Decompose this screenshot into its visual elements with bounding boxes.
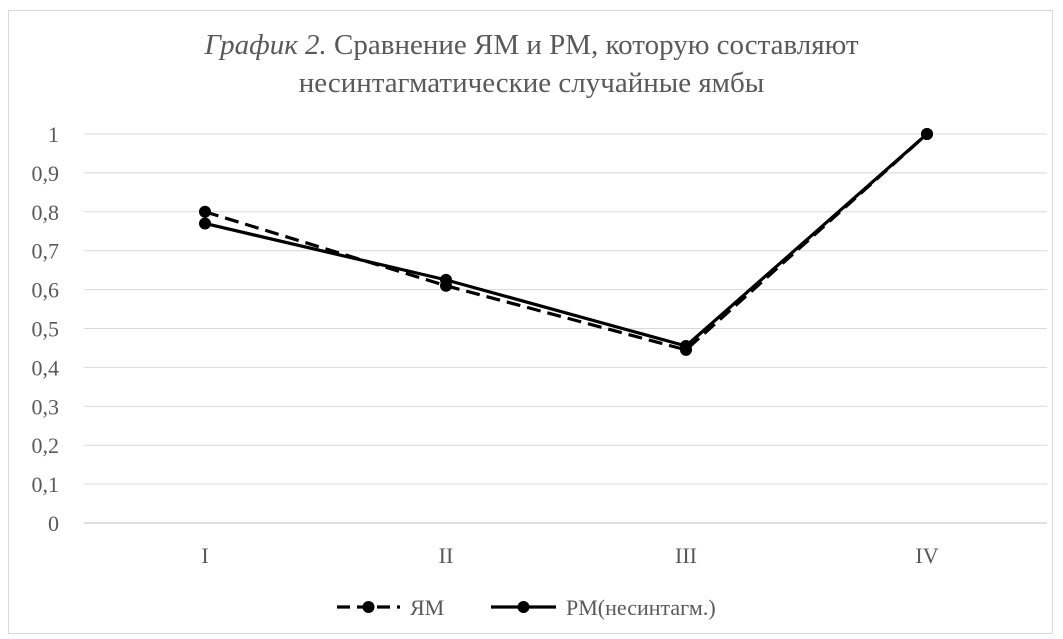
- chart-title-lead: График 2.: [204, 29, 327, 61]
- series-2-point: [921, 128, 933, 140]
- legend-swatch-marker: [362, 601, 375, 613]
- legend-item-2: РМ(несинтагм.): [491, 595, 716, 620]
- series-line-2: [204, 132, 929, 348]
- y-tick-label: 0,6: [32, 278, 60, 303]
- x-tick-label: IV: [915, 543, 938, 568]
- y-tick-label: 0,3: [32, 394, 60, 419]
- y-tick-label: 0,4: [32, 355, 60, 380]
- chart-title: График 2. Сравнение ЯМ и РМ, которую сос…: [0, 26, 1063, 102]
- chart-title-rest: Сравнение ЯМ и РМ, которую составляют: [326, 29, 859, 61]
- y-axis-ticks: 0 0,1 0,2 0,3 0,4 0,5 0,6 0,7 0,8 0,9 1: [32, 122, 60, 536]
- y-tick-label: 1: [48, 122, 59, 147]
- chart-frame: [8, 10, 1053, 634]
- legend-item-1: ЯМ: [337, 595, 444, 620]
- x-tick-label: II: [439, 543, 454, 568]
- series-2-point: [199, 217, 211, 230]
- legend-label: ЯМ: [410, 595, 444, 620]
- y-tick-label: 0,8: [32, 200, 60, 225]
- chart-title-line-1: График 2. Сравнение ЯМ и РМ, которую сос…: [0, 26, 1063, 64]
- y-tick-label: 0,9: [32, 161, 60, 186]
- x-axis-ticks: I II III IV: [201, 543, 938, 568]
- chart-title-line-2: несинтагматические случайные ямбы: [298, 67, 765, 99]
- series-1-point: [199, 205, 211, 218]
- x-tick-label: I: [201, 543, 208, 568]
- series-line-1: [204, 132, 929, 352]
- y-tick-label: 0,7: [32, 239, 60, 264]
- series-2-point: [440, 273, 452, 286]
- series-group: [199, 128, 933, 356]
- legend-label: РМ(несинтагм.): [566, 595, 716, 620]
- y-tick-label: 0,2: [32, 433, 60, 458]
- x-tick-label: III: [675, 543, 697, 568]
- gridlines: [84, 133, 1047, 524]
- series-2-point: [680, 340, 692, 353]
- y-tick-label: 0: [48, 511, 59, 536]
- y-tick-label: 0,5: [32, 317, 60, 342]
- y-tick-label: 0,1: [32, 472, 60, 497]
- legend-swatch-marker: [517, 601, 530, 613]
- legend: ЯМ РМ(несинтагм.): [337, 595, 716, 620]
